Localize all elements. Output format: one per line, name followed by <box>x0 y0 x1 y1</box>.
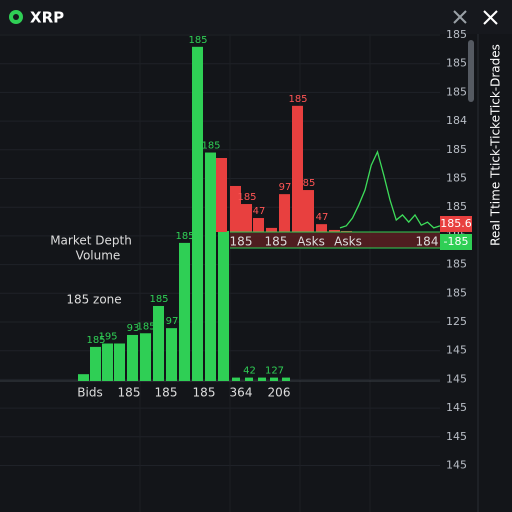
ask-bar <box>292 105 303 232</box>
bid-bar <box>258 377 266 381</box>
minimize-button[interactable] <box>453 10 467 24</box>
bar-label: 47 <box>253 206 266 217</box>
bid-bar <box>114 343 125 381</box>
ask-bar <box>316 224 327 232</box>
bar-label: 97 <box>279 182 292 193</box>
bar-label: 127 <box>265 366 284 377</box>
bar-label: 97 <box>166 316 179 327</box>
bar-label: 185 <box>175 231 194 242</box>
scrollbar[interactable] <box>468 40 474 102</box>
price-label: 185 <box>446 85 467 98</box>
bid-bar <box>270 377 278 381</box>
price-label: 185 <box>446 28 467 41</box>
annotation: Volume <box>76 249 121 263</box>
bid-bar <box>140 333 151 381</box>
bid-bar <box>205 152 216 381</box>
x-label: Bids <box>77 386 102 400</box>
price-label: 185 <box>446 258 467 271</box>
bar-label: 195 <box>98 331 117 342</box>
bar-label: 185 <box>188 35 207 46</box>
bid-bar <box>102 343 113 381</box>
ask-bar <box>303 190 314 232</box>
bar-label: 185 <box>201 141 220 152</box>
price-label: 145 <box>446 430 467 443</box>
ask-label: 185 <box>230 235 253 249</box>
bar-label: 47 <box>316 212 329 223</box>
price-label: 185 <box>446 286 467 299</box>
ask-label: Asks <box>297 235 325 249</box>
bid-bar <box>232 377 240 381</box>
bid-bar <box>192 46 203 381</box>
bid-bar <box>90 346 101 381</box>
bid-bar <box>282 377 290 381</box>
bar-label: 85 <box>303 178 316 189</box>
bar-label: 42 <box>243 366 256 377</box>
ask-bar <box>341 230 352 232</box>
bid-price-tag <box>440 234 472 250</box>
ask-bar <box>216 158 227 232</box>
tick-line <box>339 149 441 229</box>
header-bar <box>0 0 512 34</box>
ask-price: 185.6 <box>440 217 472 230</box>
x-label: 364 <box>230 386 253 400</box>
bar-label: 185 <box>149 294 168 305</box>
price-label: 145 <box>446 459 467 472</box>
bar-label: 185 <box>86 335 105 346</box>
bid-bar <box>245 377 253 381</box>
price-label: 185 <box>446 57 467 70</box>
price-label: 145 <box>446 401 467 414</box>
close-button[interactable] <box>483 10 498 25</box>
side-title: Real Ttime Ttick-TickeTick-Drades <box>489 44 503 246</box>
ask-bar <box>329 229 340 232</box>
bar-label: 185 <box>288 94 307 105</box>
bar-label: 93 <box>127 323 140 334</box>
header-title: XRP <box>30 9 64 27</box>
ask-bar <box>241 204 252 232</box>
ask-label: 185 <box>265 235 288 249</box>
bid-bar <box>153 305 164 381</box>
price-label: 185 <box>446 172 467 185</box>
annotation: 185 zone <box>66 293 121 307</box>
ask-label: Asks <box>334 235 362 249</box>
bar-label: 185 <box>237 192 256 203</box>
ask-bar <box>279 194 290 232</box>
bid-bar <box>166 328 177 381</box>
price-label: 185 <box>446 143 467 156</box>
bid-bar <box>218 230 229 381</box>
x-label: 206 <box>268 386 291 400</box>
ask-band <box>230 232 440 248</box>
annotation: Market Depth <box>50 234 132 248</box>
bid-price: -185 <box>444 235 469 248</box>
x-label: 185 <box>118 386 141 400</box>
ask-label: 184 <box>416 235 439 249</box>
bid-bar <box>179 242 190 381</box>
ask-bar <box>253 218 264 232</box>
x-label: 185 <box>155 386 178 400</box>
ask-bar <box>230 185 241 232</box>
bar-label: 185 <box>136 321 155 332</box>
price-label: 145 <box>446 372 467 385</box>
logo <box>9 10 23 24</box>
price-label: 185 <box>446 200 467 213</box>
x-label: 185 <box>193 386 216 400</box>
price-label: 125 <box>446 315 467 328</box>
price-label: 145 <box>446 344 467 357</box>
price-label: 184 <box>446 114 467 127</box>
bid-bar <box>127 334 138 381</box>
bid-bar <box>78 374 89 381</box>
ask-price-tag <box>440 216 472 232</box>
ask-bar <box>266 227 277 232</box>
